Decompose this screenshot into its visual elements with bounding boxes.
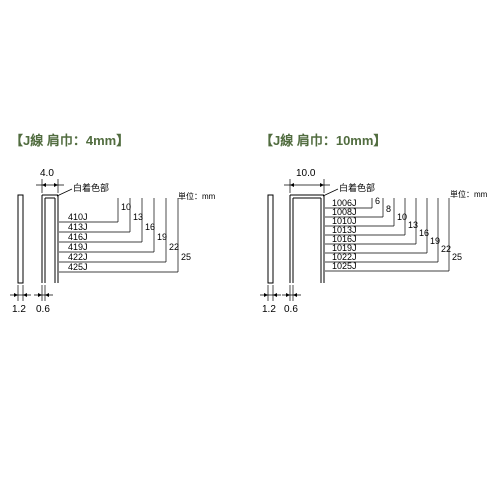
right-callout: 白着色部 [339,182,375,193]
right-wire-thickness: 0.6 [284,304,298,315]
right-svg: 10.0 白着色部 単位：mm 1.2 0.6 1006J 6 1008J 8 … [260,167,495,327]
left-wire-thickness: 0.6 [36,304,50,315]
right-side-thickness: 1.2 [262,304,276,315]
svg-text:19: 19 [430,236,440,246]
left-model-group: 410J 10 413J 13 416J 16 419J 19 422J 22 … [59,198,191,272]
svg-text:13: 13 [133,212,143,222]
svg-text:425J: 425J [68,262,88,272]
svg-text:22: 22 [169,242,179,252]
svg-text:10: 10 [121,202,131,212]
svg-text:413J: 413J [68,222,88,232]
svg-text:410J: 410J [68,212,88,222]
left-title: 【J線 肩巾：4mm】 [10,130,240,149]
left-callout: 白着色部 [73,182,109,193]
svg-text:22: 22 [441,244,451,254]
left-side-thickness: 1.2 [12,304,26,315]
diagram-left: 【J線 肩巾：4mm】 4.0 白着色部 単位：mm 1.2 0.6 [10,130,240,327]
svg-text:6: 6 [375,196,380,206]
left-svg: 4.0 白着色部 単位：mm 1.2 0.6 410J 10 413J 13 4… [10,167,240,327]
svg-text:25: 25 [181,252,191,262]
svg-text:1025J: 1025J [332,261,357,271]
svg-text:16: 16 [419,228,429,238]
svg-text:8: 8 [386,204,391,214]
svg-text:10: 10 [397,212,407,222]
svg-text:16: 16 [145,222,155,232]
diagram-right: 【J線 肩巾：10mm】 10.0 白着色部 単位：mm 1.2 0.6 [260,130,490,327]
left-unit: 単位：mm [178,191,216,201]
svg-text:25: 25 [452,252,462,262]
right-crown-width: 10.0 [296,168,316,179]
svg-text:422J: 422J [68,252,88,262]
svg-text:19: 19 [157,232,167,242]
right-unit: 単位：mm [450,189,488,199]
right-title: 【J線 肩巾：10mm】 [260,130,490,149]
svg-text:416J: 416J [68,232,88,242]
svg-text:13: 13 [408,220,418,230]
left-crown-width: 4.0 [40,168,54,179]
svg-text:419J: 419J [68,242,88,252]
right-model-group: 1006J 6 1008J 8 1010J 10 1013J 13 1016J … [325,196,462,271]
